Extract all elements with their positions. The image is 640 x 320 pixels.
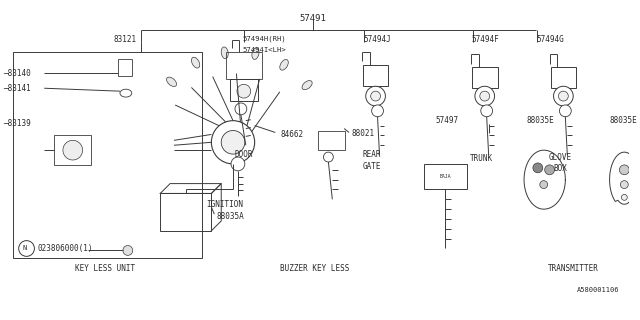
Text: BAJA: BAJA [440, 174, 451, 179]
Circle shape [554, 86, 573, 106]
Circle shape [237, 84, 251, 98]
Text: 57494I<LH>: 57494I<LH> [243, 47, 287, 53]
Ellipse shape [191, 57, 200, 68]
Text: REAR: REAR [362, 150, 381, 159]
Circle shape [620, 165, 629, 175]
Circle shape [235, 103, 247, 115]
Bar [13, 52, 202, 258]
Text: ─83139: ─83139 [3, 119, 31, 128]
Circle shape [540, 181, 548, 188]
Circle shape [475, 86, 495, 106]
Ellipse shape [252, 48, 259, 60]
Bar [472, 67, 497, 88]
Text: 57497: 57497 [436, 116, 459, 125]
Text: 88035E: 88035E [526, 116, 554, 125]
Bar [160, 193, 211, 231]
Circle shape [480, 91, 490, 101]
Text: 57494G: 57494G [537, 35, 564, 44]
Text: N: N [22, 245, 27, 252]
Circle shape [323, 152, 333, 162]
Bar [317, 131, 345, 150]
Bar [230, 79, 257, 101]
Circle shape [123, 245, 132, 255]
Text: 88035E: 88035E [609, 116, 637, 125]
Circle shape [221, 131, 245, 154]
Text: A580001106: A580001106 [577, 287, 620, 293]
Circle shape [372, 105, 383, 117]
Bar [54, 135, 92, 165]
Text: 88035A: 88035A [216, 212, 244, 220]
Text: GLOVE: GLOVE [549, 153, 572, 162]
Circle shape [621, 195, 627, 200]
Text: BUZZER KEY LESS: BUZZER KEY LESS [280, 264, 349, 273]
Text: 57494F: 57494F [472, 35, 500, 44]
Circle shape [559, 105, 572, 117]
Text: DOOR: DOOR [235, 150, 253, 159]
Bar [226, 52, 262, 79]
Text: 57494J: 57494J [364, 35, 392, 44]
Bar [424, 164, 467, 189]
Ellipse shape [302, 81, 312, 90]
Bar [363, 65, 388, 86]
Text: IGNITION: IGNITION [207, 200, 244, 209]
Text: 57494H(RH): 57494H(RH) [243, 36, 287, 42]
Circle shape [211, 121, 255, 164]
Text: KEY LESS UNIT: KEY LESS UNIT [75, 264, 135, 273]
Circle shape [365, 86, 385, 106]
Circle shape [481, 105, 493, 117]
Ellipse shape [120, 89, 132, 97]
Text: BOX: BOX [554, 164, 568, 173]
Text: 83121: 83121 [113, 35, 137, 44]
Text: 88021: 88021 [351, 129, 374, 138]
Text: TRUNK: TRUNK [470, 154, 493, 163]
Text: TRANSMITTER: TRANSMITTER [548, 264, 598, 273]
Text: 84662: 84662 [280, 130, 303, 139]
Text: ─83141: ─83141 [3, 84, 31, 93]
Text: ─83140: ─83140 [3, 69, 31, 78]
Ellipse shape [221, 47, 228, 59]
Text: 023806000(1): 023806000(1) [37, 244, 93, 253]
Circle shape [63, 140, 83, 160]
Circle shape [231, 157, 245, 171]
Text: GATE: GATE [362, 162, 381, 172]
Circle shape [533, 163, 543, 173]
Ellipse shape [280, 60, 288, 70]
Circle shape [620, 181, 628, 188]
Text: 57491: 57491 [300, 14, 326, 23]
Ellipse shape [166, 77, 177, 86]
Bar [118, 59, 132, 76]
Circle shape [545, 165, 554, 175]
Bar [550, 67, 576, 88]
Circle shape [19, 241, 35, 256]
Circle shape [559, 91, 568, 101]
Circle shape [371, 91, 381, 101]
